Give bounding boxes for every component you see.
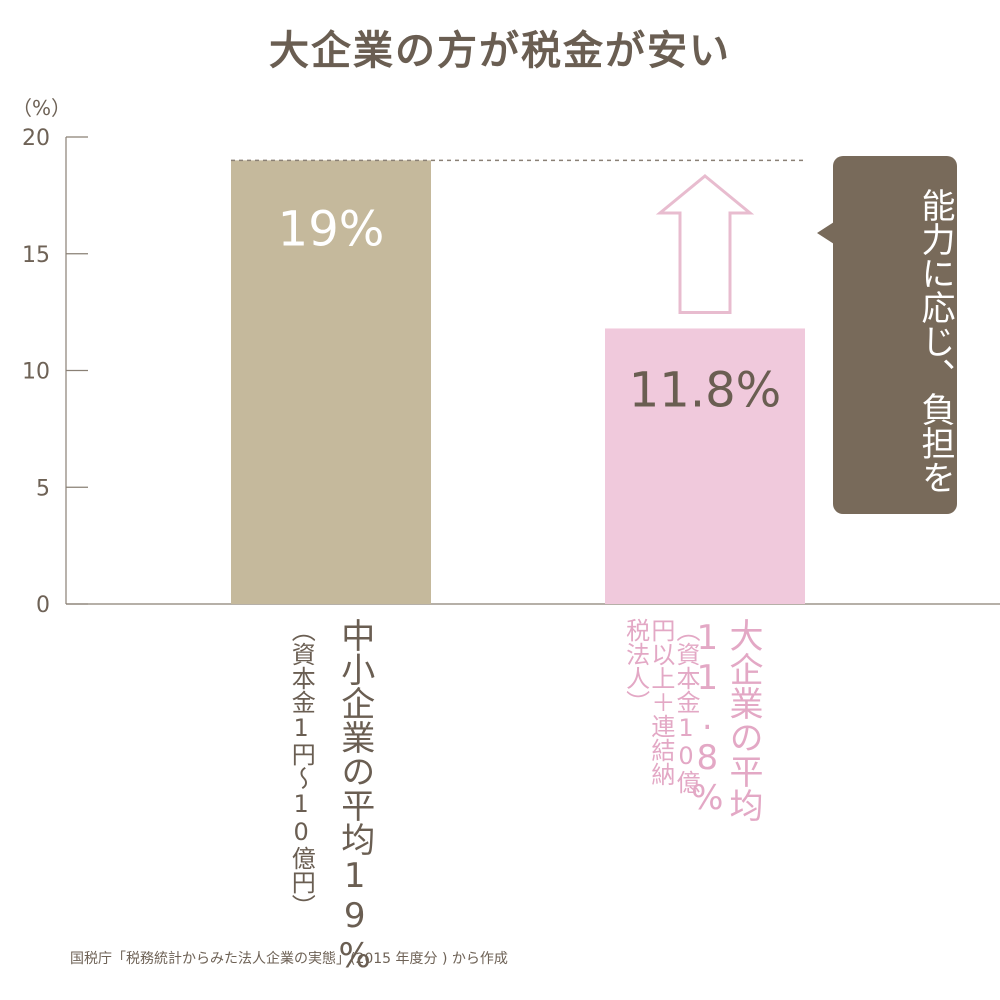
- up-arrow: [655, 174, 755, 314]
- y-tick-label: 15: [22, 243, 50, 268]
- category-label-large: 大企業の平均11.8%: [687, 618, 763, 822]
- callout-text: 能力に応じ、 負担を: [833, 186, 957, 496]
- source-note: 国税庁「税務統計からみた法人企業の実態」(2015 年度分 ) から作成: [70, 951, 508, 967]
- bar-2: [605, 328, 805, 604]
- bar-1: [231, 160, 431, 604]
- category-label-sme: 中小企業の平均19%: [334, 618, 375, 976]
- y-tick-label: 0: [36, 593, 50, 618]
- category-sub-label-sme: （資本金1円～10億円）: [287, 618, 316, 918]
- callout-line-1: 能力に応じ、: [915, 188, 955, 392]
- data-label-1: 19%: [278, 201, 385, 257]
- category-sub-label-large: （資本金10億円以上＋連結納税法人）: [621, 618, 700, 794]
- callout-box: 能力に応じ、 負担を: [833, 156, 957, 514]
- y-axis-unit: （%）: [12, 96, 72, 120]
- y-tick-label: 5: [36, 476, 50, 501]
- y-tick-label: 10: [22, 360, 50, 385]
- callout-line-2: 負担を: [915, 392, 955, 494]
- y-tick-label: 20: [22, 126, 50, 151]
- data-label-2: 11.8%: [629, 362, 781, 418]
- chart-title: 大企業の方が税金が安い: [269, 28, 731, 74]
- callout-pointer: [817, 222, 834, 244]
